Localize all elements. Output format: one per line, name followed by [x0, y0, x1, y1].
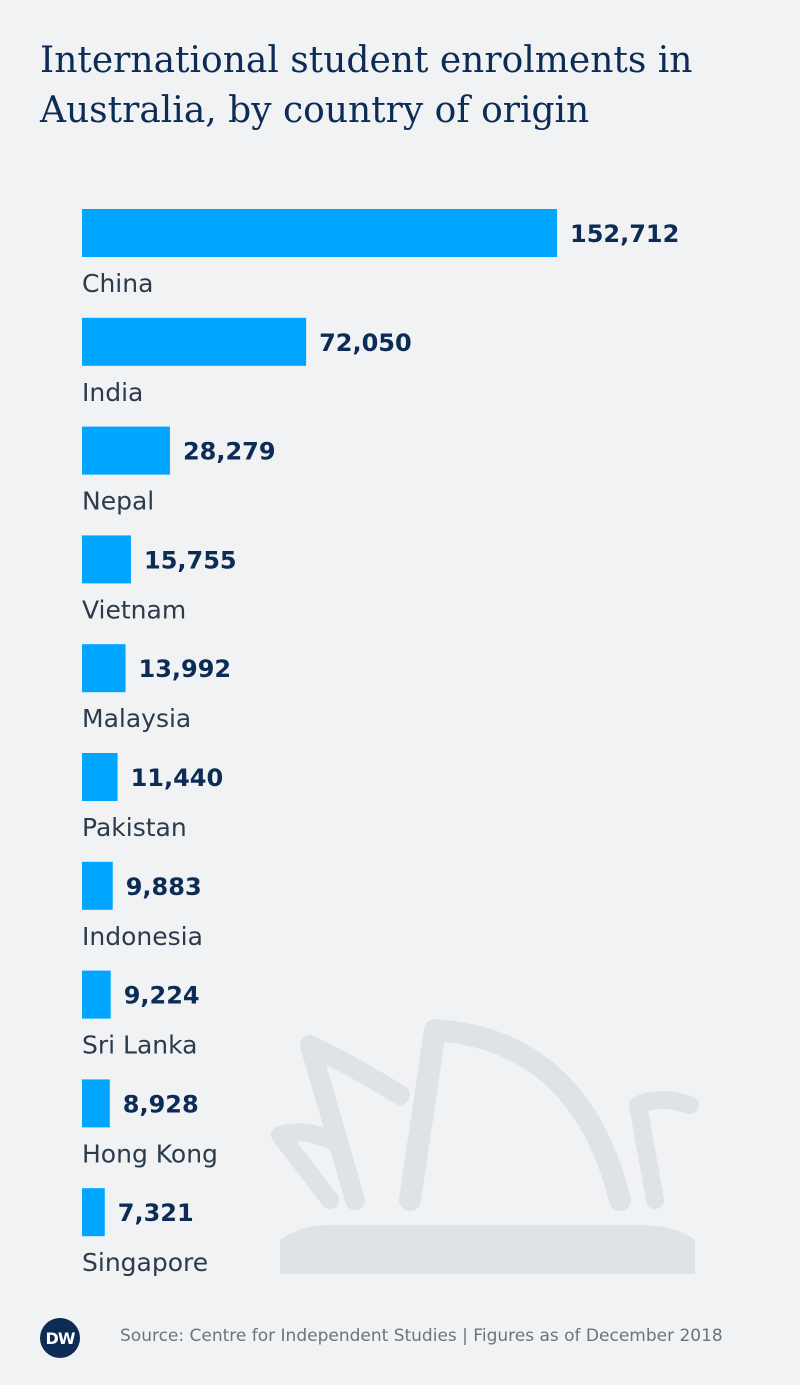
bar-malaysia: [82, 644, 126, 693]
value-label: 28,279: [183, 438, 276, 466]
bar-singapore: [82, 1188, 105, 1237]
category-label: Sri Lanka: [82, 1031, 198, 1060]
category-label: Indonesia: [82, 922, 203, 951]
value-label: 152,712: [570, 220, 679, 248]
value-label: 7,321: [118, 1199, 194, 1227]
value-label: 72,050: [319, 329, 412, 357]
category-label: Pakistan: [82, 813, 187, 842]
bar-sri-lanka: [82, 970, 111, 1019]
sydney-opera-house-icon: [271, 1019, 699, 1274]
dw-logo: DW: [40, 1318, 80, 1358]
category-label: Vietnam: [82, 595, 186, 624]
bar-vietnam: [82, 535, 132, 584]
footer: DW Source: Centre for Independent Studie…: [40, 1318, 760, 1362]
bar-nepal: [82, 426, 170, 475]
value-label: 9,224: [124, 982, 200, 1010]
bar-india: [82, 317, 307, 366]
value-label: 9,883: [126, 873, 202, 901]
value-label: 15,755: [144, 546, 237, 574]
category-label: Nepal: [82, 487, 154, 516]
category-label: Singapore: [82, 1248, 208, 1277]
bar-indonesia: [82, 861, 113, 910]
category-label: Malaysia: [82, 704, 191, 733]
value-label: 13,992: [139, 655, 232, 683]
source-note: Source: Centre for Independent Studies |…: [120, 1326, 723, 1346]
chart-title: International student enrolments in Aust…: [40, 40, 693, 131]
bar-china: [82, 209, 557, 257]
value-label: 11,440: [131, 764, 224, 792]
bar-pakistan: [82, 753, 118, 801]
category-label: India: [82, 378, 143, 407]
bar-chart: 152,712 China 72,050 India 28,279 Nepal 15,755…: [82, 209, 679, 1277]
bar-hong-kong: [82, 1079, 110, 1128]
value-label: 8,928: [123, 1090, 199, 1118]
category-label: China: [82, 269, 153, 298]
category-label: Hong Kong: [82, 1139, 218, 1168]
